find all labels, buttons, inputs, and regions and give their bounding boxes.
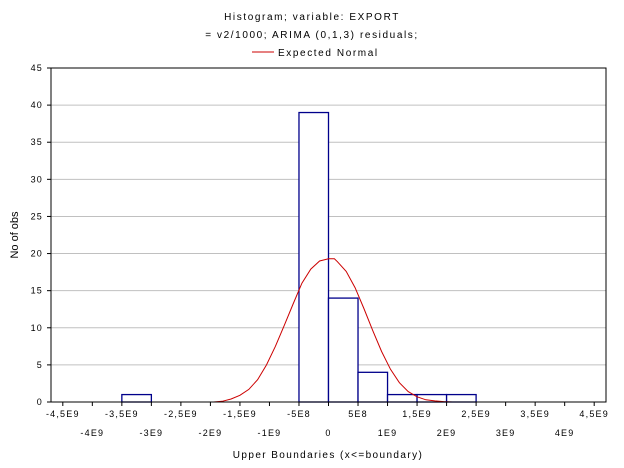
x-tick-label-lower-8: 4E9 (555, 428, 575, 438)
histogram-bar-0 (121, 393, 153, 403)
y-axis-label: No of obs (9, 211, 21, 259)
x-tick-label-upper-8: 3,5E9 (520, 409, 550, 419)
x-tick-label-upper-6: 1,5E9 (402, 409, 432, 419)
y-tick-label-7: 35 (31, 137, 43, 147)
y-tick-label-5: 25 (31, 211, 43, 221)
x-tick-label-upper-5: 5E8 (348, 409, 368, 419)
y-tick-label-4: 20 (31, 249, 43, 259)
histogram-bar-4 (386, 393, 418, 403)
x-tick-label-lower-5: 1E9 (378, 428, 398, 438)
x-tick-label-lower-2: -2E9 (199, 428, 223, 438)
histogram-bar-3 (357, 371, 389, 403)
chart-title-line-1: Histogram; variable: EXPORT (224, 12, 400, 23)
y-tick-label-0: 0 (37, 397, 43, 407)
x-tick-label-upper-3: -1,5E9 (223, 409, 257, 419)
x-tick-label-upper-1: -3,5E9 (105, 409, 139, 419)
histogram-bar-6 (445, 393, 477, 403)
x-tick-label-lower-0: -4E9 (80, 428, 104, 438)
legend-label: Expected Normal (278, 48, 379, 59)
x-axis-label: Upper Boundaries (x<=boundary) (233, 450, 423, 461)
x-tick-label-lower-3: -1E9 (258, 428, 282, 438)
x-tick-label-lower-7: 3E9 (496, 428, 516, 438)
histogram-bar-1 (298, 111, 330, 403)
histogram-bar-2 (327, 297, 359, 403)
y-tick-label-6: 30 (31, 174, 43, 184)
y-tick-label-1: 5 (37, 360, 43, 370)
x-tick-label-lower-4: 0 (325, 428, 331, 438)
y-tick-label-3: 15 (31, 286, 43, 296)
chart-title-line-2: = v2/1000; ARIMA (0,1,3) residuals; (205, 30, 419, 41)
y-tick-label-2: 10 (31, 323, 43, 333)
x-tick-label-upper-2: -2,5E9 (164, 409, 198, 419)
x-tick-label-upper-0: -4,5E9 (46, 409, 80, 419)
x-tick-label-upper-4: -5E8 (287, 409, 311, 419)
x-tick-label-lower-1: -3E9 (139, 428, 163, 438)
expected-normal-line (213, 258, 459, 403)
y-tick-label-9: 45 (31, 63, 43, 73)
expected-normal-curve (213, 258, 459, 403)
y-axis-ticks: 0 5 10 15 20 25 30 35 40 45 (31, 63, 51, 407)
x-axis-ticks: -4,5E9 -3,5E9 -2,5E9 -1,5E9 -5E8 5E8 1,5E9 2,5E… (46, 402, 609, 438)
histogram-bars (121, 111, 477, 403)
x-tick-label-upper-9: 4,5E9 (579, 409, 609, 419)
x-tick-label-upper-7: 2,5E9 (461, 409, 491, 419)
y-tick-label-8: 40 (31, 100, 43, 110)
x-tick-label-lower-6: 2E9 (437, 428, 457, 438)
